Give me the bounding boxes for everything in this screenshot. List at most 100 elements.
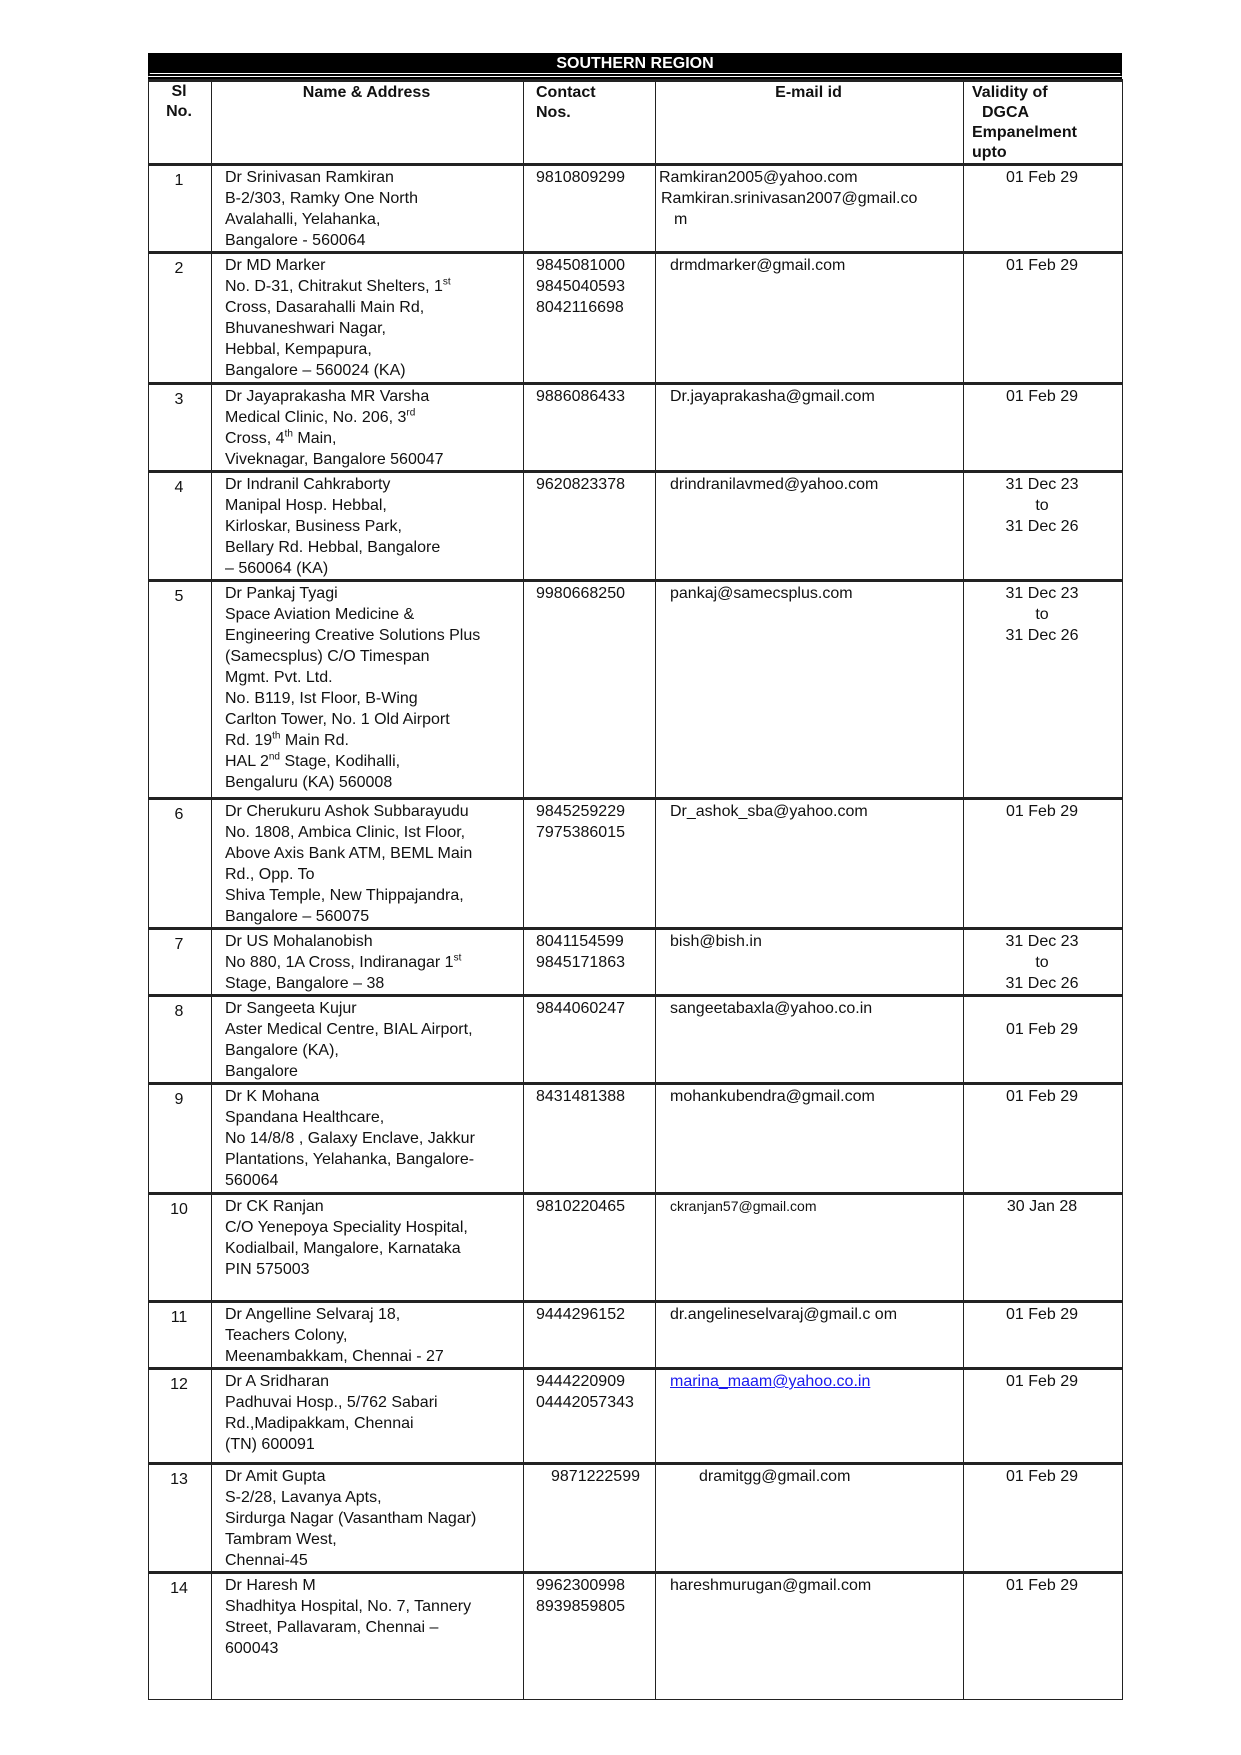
superscript: st	[453, 952, 462, 964]
name-address-cell: Dr Jayaprakasha MR Varsha Medical Clinic,…	[211, 383, 524, 472]
text: Dr Haresh M	[225, 1577, 316, 1594]
validity-line: 31 Dec 26	[1005, 975, 1079, 992]
validity-line: 01 Feb 29	[1005, 257, 1079, 274]
text: Dr Indranil Cahkraborty	[225, 476, 391, 493]
email-cell: pankaj@samecsplus.com	[655, 580, 964, 799]
text: PIN 575003	[225, 1261, 310, 1278]
contact-cell: 8431481388	[523, 1083, 656, 1194]
address-line: Padhuvai Hosp., 5/762 Sabari	[225, 1392, 521, 1413]
text: Dr US Mohalanobish	[225, 933, 373, 950]
email-address: dramitgg@gmail.com	[659, 1466, 961, 1487]
name-address-cell: Dr Pankaj Tyagi Space Aviation Medicine &…	[211, 580, 524, 799]
text: Padhuvai Hosp., 5/762 Sabari	[225, 1394, 438, 1411]
address-line: Dr Cherukuru Ashok Subbarayudu	[225, 801, 521, 822]
email-address: Dr.jayaprakasha@gmail.com	[659, 386, 961, 407]
text: Chennai-45	[225, 1552, 308, 1569]
phone-number: 9886086433	[536, 388, 625, 405]
email-cell: sangeetabaxla@yahoo.co.in	[655, 995, 964, 1084]
address-line: Chennai-45	[225, 1550, 521, 1571]
email-address: pankaj@samecsplus.com	[659, 583, 961, 604]
document: SOUTHERN REGION Sl No. Name & Address Conta…	[148, 53, 1123, 1700]
contact-cell: 9871222599	[523, 1463, 656, 1573]
serial-number: 2	[148, 252, 212, 384]
address-line: Dr Haresh M	[225, 1575, 521, 1596]
text: Cross, Dasarahalli Main Rd,	[225, 299, 425, 316]
phone-number: 8041154599	[536, 933, 624, 950]
phone-number: 9810220465	[536, 1198, 625, 1215]
name-address-cell: Dr A Sridharan Padhuvai Hosp., 5/762 Saba…	[211, 1368, 524, 1464]
text: Mgmt. Pvt. Ltd.	[225, 669, 333, 686]
email-text: drindranilavmed@yahoo.com	[670, 476, 879, 493]
text: Dr Angelline Selvaraj 18,	[225, 1306, 401, 1323]
serial-number: 7	[148, 928, 212, 996]
phone-number: 9444296152	[536, 1306, 625, 1323]
email-address: m	[659, 209, 961, 230]
email-link[interactable]: marina_maam@yahoo.co.in	[670, 1373, 871, 1390]
validity-line: 01 Feb 29	[1005, 1373, 1079, 1390]
text: (TN) 600091	[225, 1436, 315, 1453]
name-address-cell: Dr Cherukuru Ashok Subbarayudu No. 1808, …	[211, 798, 524, 929]
address-line: Viveknagar, Bangalore 560047	[225, 449, 521, 470]
text: Bhuvaneshwari Nagar,	[225, 320, 386, 337]
header-sl: Sl No.	[148, 80, 212, 165]
text: Dr Sangeeta Kujur	[225, 1000, 357, 1017]
text: Bangalore	[225, 1063, 298, 1080]
text: C/O Yenepoya Speciality Hospital,	[225, 1219, 468, 1236]
validity-line	[965, 998, 1121, 1019]
address-line: Avalahalli, Yelahanka,	[225, 209, 521, 230]
text: No. D-31, Chitrakut Shelters, 1	[225, 278, 443, 295]
table-row: 14 Dr Haresh M Shadhitya Hospital, No. 7, …	[148, 1572, 1123, 1700]
name-address-cell: Dr Haresh M Shadhitya Hospital, No. 7, Ta…	[211, 1572, 524, 1700]
text: Sirdurga Nagar (Vasantham Nagar)	[225, 1510, 477, 1527]
validity-cell: 01 Feb 29	[963, 798, 1123, 929]
phone-number: 7975386015	[536, 824, 625, 841]
contact-cell: 9845259229 7975386015	[523, 798, 656, 929]
email-cell: dramitgg@gmail.com	[655, 1463, 964, 1573]
address-line: 560064	[225, 1170, 521, 1191]
name-address-cell: Dr US Mohalanobish No 880, 1A Cross, Indi…	[211, 928, 524, 996]
text: Bengaluru (KA) 560008	[225, 774, 393, 791]
address-line: Bangalore – 560075	[225, 906, 521, 927]
address-line: (Samecsplus) C/O Timespan	[225, 646, 521, 667]
email-cell: mohankubendra@gmail.com	[655, 1083, 964, 1194]
text: Bangalore (KA),	[225, 1042, 339, 1059]
address-line: Rd.,Madipakkam, Chennai	[225, 1413, 521, 1434]
region-title: SOUTHERN REGION	[148, 53, 1122, 77]
text: Plantations, Yelahanka, Bangalore-	[225, 1151, 475, 1168]
serial-number: 14	[148, 1572, 212, 1700]
name-address-cell: Dr K Mohana Spandana Healthcare, No 14/8/8…	[211, 1083, 524, 1194]
header-line: Sl	[171, 83, 187, 100]
email-text: dramitgg@gmail.com	[699, 1468, 851, 1485]
address-line: Mgmt. Pvt. Ltd.	[225, 667, 521, 688]
validity-line: 31 Dec 26	[1005, 627, 1079, 644]
text: Rd. 19	[225, 732, 273, 749]
email-cell: Dr_ashok_sba@yahoo.com	[655, 798, 964, 929]
validity-line: 01 Feb 29	[1005, 1306, 1079, 1323]
table-row: 8 Dr Sangeeta Kujur Aster Medical Centre, …	[148, 995, 1123, 1084]
validity-cell: 01 Feb 29	[963, 1463, 1123, 1573]
address-line: Dr Indranil Cahkraborty	[225, 474, 521, 495]
address-line: Hebbal, Kempapura,	[225, 339, 521, 360]
serial-number: 8	[148, 995, 212, 1084]
text: Space Aviation Medicine &	[225, 606, 415, 623]
address-line: 600043	[225, 1638, 521, 1659]
address-line: Bangalore – 560024 (KA)	[225, 360, 521, 381]
email-text: hareshmurugan@gmail.com	[670, 1577, 872, 1594]
serial-number: 13	[148, 1463, 212, 1573]
text: No. B119, Ist Floor, B-Wing	[225, 690, 418, 707]
address-line: Medical Clinic, No. 206, 3rd	[225, 407, 521, 428]
text: Rd., Opp. To	[225, 866, 315, 883]
address-line: Bhuvaneshwari Nagar,	[225, 318, 521, 339]
contact-cell: 9810809299	[523, 164, 656, 253]
text: Carlton Tower, No. 1 Old Airport	[225, 711, 450, 728]
header-line: E-mail id	[775, 84, 842, 101]
text: Main Rd.	[280, 732, 349, 749]
text: Rd.,Madipakkam, Chennai	[225, 1415, 414, 1432]
phone-number: 8939859805	[536, 1598, 625, 1615]
address-line: PIN 575003	[225, 1259, 521, 1280]
header-name: Name & Address	[211, 80, 524, 165]
address-line: (TN) 600091	[225, 1434, 521, 1455]
table-row: 12 Dr A Sridharan Padhuvai Hosp., 5/762 Sa…	[148, 1368, 1123, 1464]
phone-number: 04442057343	[536, 1394, 634, 1411]
text: Viveknagar, Bangalore 560047	[225, 451, 444, 468]
